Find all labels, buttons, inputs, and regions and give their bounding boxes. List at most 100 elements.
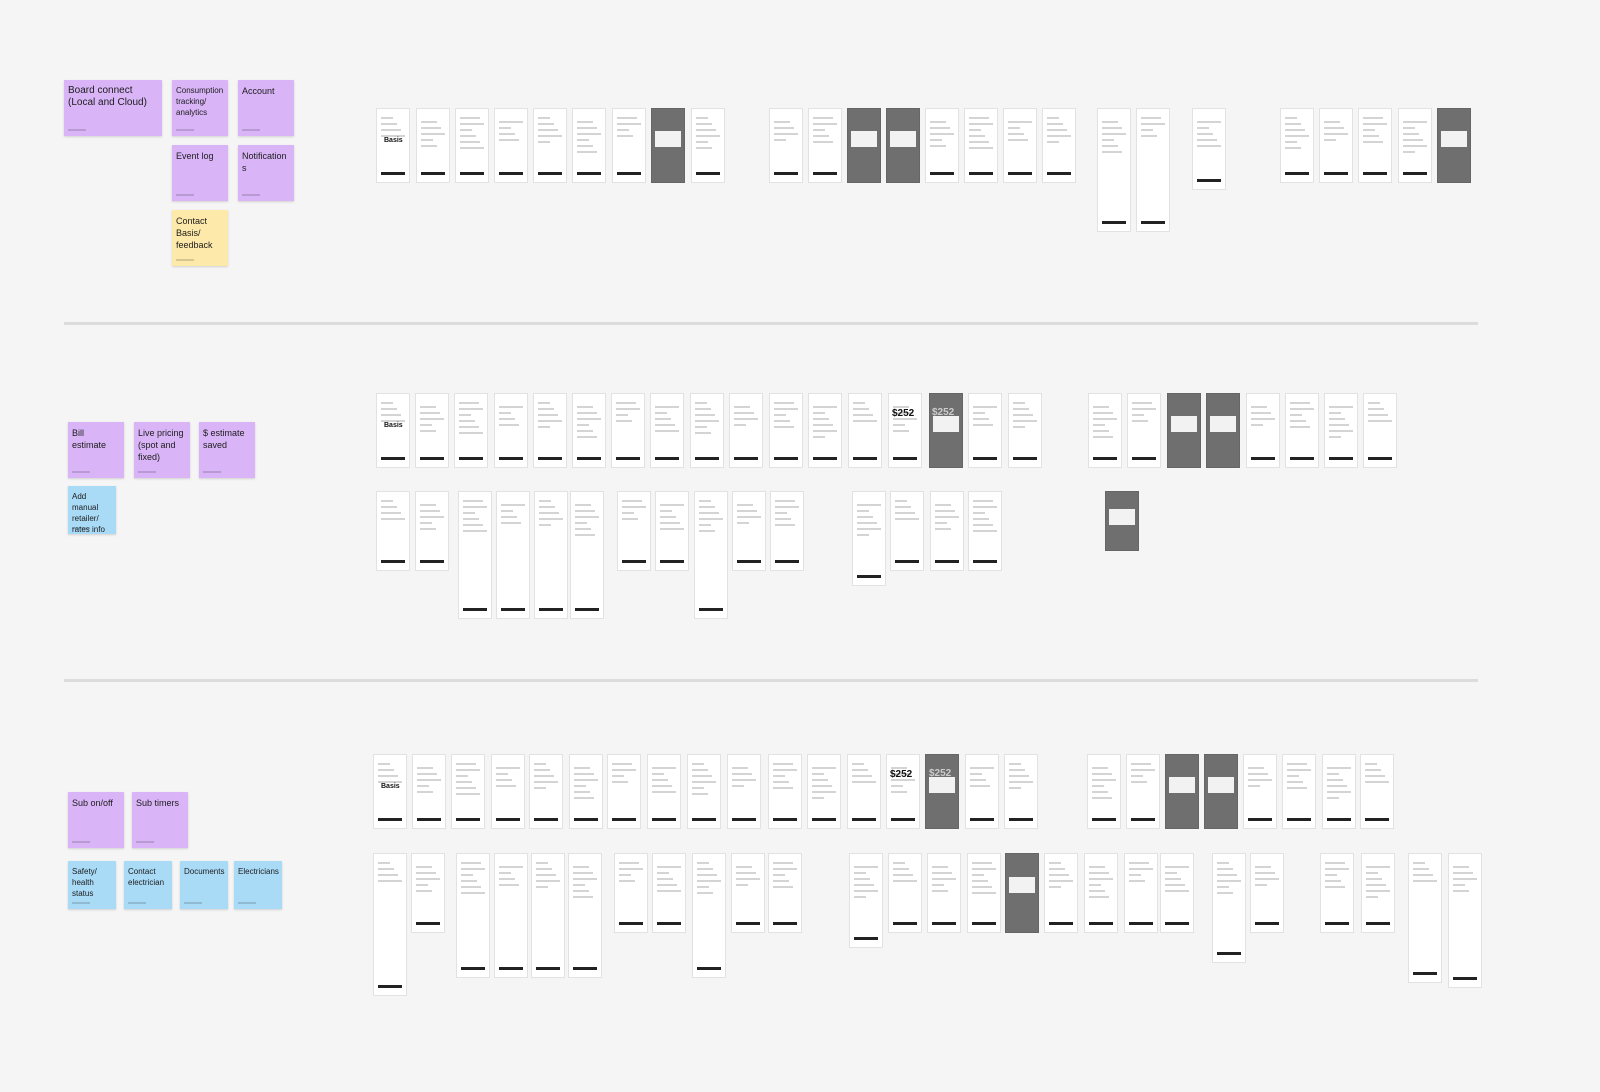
wireframe-screen (964, 108, 998, 183)
text-line (652, 791, 676, 793)
text-line (774, 426, 794, 428)
text-line (1141, 129, 1153, 131)
text-line (575, 516, 599, 518)
button (857, 575, 881, 578)
wireframe-screen (534, 491, 568, 619)
screen-text: Basis (384, 137, 403, 144)
text-line (619, 862, 639, 864)
text-line (574, 785, 586, 787)
wireframe-screen (1282, 754, 1316, 829)
text-line (381, 129, 401, 131)
text-line (1403, 127, 1415, 129)
dialog (1169, 776, 1195, 793)
text-line (893, 424, 905, 426)
text-line (973, 524, 993, 526)
button (1009, 818, 1033, 821)
button (774, 172, 798, 175)
sticky-note[interactable]: Documents (180, 861, 228, 909)
text-line (619, 874, 631, 876)
sticky-note[interactable]: Safety/ health status (68, 861, 116, 909)
text-line (622, 500, 642, 502)
text-line (1453, 890, 1469, 892)
text-line (420, 406, 436, 408)
text-line (461, 868, 485, 870)
text-line (774, 402, 794, 404)
button (619, 922, 643, 925)
text-line (420, 504, 436, 506)
text-line (813, 436, 825, 438)
text-line (539, 512, 559, 514)
text-line (813, 424, 833, 426)
text-line (813, 123, 837, 125)
text-line (1165, 878, 1181, 880)
text-line (699, 500, 711, 502)
sticky-note[interactable]: $ estimate saved (199, 422, 255, 478)
text-line (612, 769, 636, 771)
text-line (378, 781, 402, 783)
text-line (575, 534, 595, 536)
text-line (737, 516, 761, 518)
text-line (1141, 135, 1157, 137)
sticky-note[interactable]: Live pricing (spot and fixed) (134, 422, 190, 478)
sticky-note[interactable]: Add manual retailer/ rates info (68, 486, 116, 534)
text-line (1453, 884, 1465, 886)
text-line (1047, 117, 1059, 119)
button (1366, 922, 1390, 925)
text-line (538, 426, 550, 428)
text-line (773, 862, 793, 864)
wireframe-screen (1320, 853, 1354, 933)
text-line (853, 420, 877, 422)
text-line (854, 890, 878, 892)
text-line (652, 785, 672, 787)
text-line (1368, 420, 1392, 422)
sticky-note[interactable]: Electricians (234, 861, 282, 909)
wireframe-screen (1360, 754, 1394, 829)
sticky-note[interactable]: Event log (172, 145, 228, 201)
button (891, 818, 915, 821)
text-line (499, 412, 511, 414)
sticky-note[interactable]: Contact Basis/ feedback (172, 210, 228, 266)
text-line (1009, 781, 1033, 783)
text-line (463, 500, 483, 502)
sticky-note[interactable]: Sub timers (132, 792, 188, 848)
text-line (1363, 135, 1379, 137)
text-line (1324, 139, 1336, 141)
text-line (1049, 868, 1065, 870)
wireframe-screen (1087, 754, 1121, 829)
text-line (461, 886, 481, 888)
text-line (970, 773, 982, 775)
wireframe-screen (732, 491, 766, 571)
text-line (417, 767, 433, 769)
wireframe-screen (415, 491, 449, 571)
sticky-note[interactable]: Bill estimate (68, 422, 124, 478)
text-line (1287, 787, 1307, 789)
text-line (619, 868, 643, 870)
text-line (1290, 414, 1302, 416)
text-line (1325, 868, 1349, 870)
text-line (935, 522, 947, 524)
sticky-note[interactable]: Account (238, 80, 294, 136)
sticky-note[interactable]: Sub on/off (68, 792, 124, 848)
sticky-note[interactable]: Notifications (238, 145, 294, 201)
wireframe-screen (965, 754, 999, 829)
text-line (1102, 133, 1126, 135)
text-line (577, 145, 593, 147)
dialog (1109, 509, 1135, 526)
button (1217, 952, 1241, 955)
text-line (1368, 402, 1380, 404)
text-line (456, 781, 472, 783)
button (1089, 922, 1113, 925)
text-line (973, 412, 985, 414)
text-line (616, 420, 632, 422)
sticky-note[interactable]: Board connect (Local and Cloud) (64, 80, 162, 136)
sticky-note[interactable]: Contact electrician (124, 861, 172, 909)
text-line (1089, 872, 1109, 874)
sticky-note[interactable]: Consumption tracking/ analytics (172, 80, 228, 136)
text-line (1324, 133, 1348, 135)
button (1368, 457, 1392, 460)
dialog (929, 776, 955, 793)
text-line (732, 785, 744, 787)
text-line (1368, 408, 1384, 410)
button (895, 560, 919, 563)
wireframe-screen (1005, 853, 1039, 933)
